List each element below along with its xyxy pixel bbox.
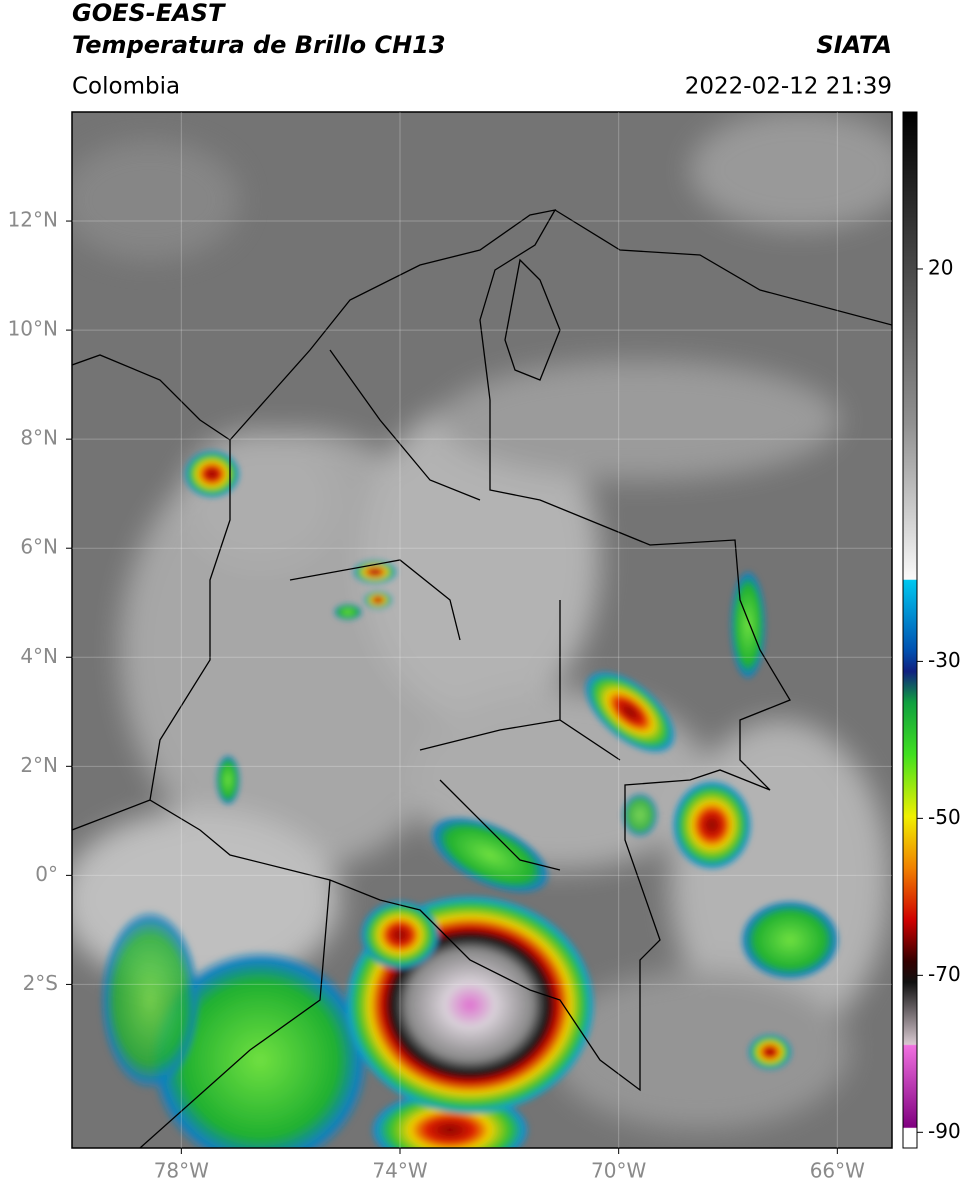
agency: SIATA [816, 31, 892, 59]
colorbar-tick-label: -30 [928, 648, 961, 672]
y-tick-label: 2°S [23, 971, 58, 995]
colorbar [902, 111, 918, 1149]
x-tick-label: 70°W [591, 1159, 646, 1183]
y-tick-label: 10°N [8, 317, 58, 341]
subtitle: Temperatura de Brillo CH13 [72, 31, 446, 59]
colorbar-tick-label: 20 [928, 255, 953, 279]
datetime: 2022-02-12 21:39 [685, 74, 892, 100]
region: Colombia [72, 74, 180, 100]
borders [72, 209, 892, 1148]
colorbar-tick-label: -90 [928, 1119, 961, 1143]
colorbar-tick-label: -70 [928, 962, 961, 986]
y-tick-label: 8°N [20, 426, 58, 450]
colorbar-tick-label: -50 [928, 805, 961, 829]
y-tick-label: 12°N [8, 208, 58, 232]
satellite-image [72, 112, 892, 1148]
axes: 78°W 74°W 70°W 66°W 12°N 10°N 8°N 6°N 4°N 2°N 0° 2°… [8, 112, 961, 1183]
y-tick-label: 0° [35, 862, 58, 886]
y-tick-label: 6°N [20, 535, 58, 559]
y-tick-label: 2°N [20, 753, 58, 777]
x-tick-label: 74°W [372, 1159, 427, 1183]
x-tick-label: 78°W [154, 1159, 209, 1183]
map-frame [71, 111, 893, 1149]
y-tick-label: 4°N [20, 644, 58, 668]
title: GOES-EAST [72, 0, 226, 27]
x-tick-label: 66°W [810, 1159, 865, 1183]
